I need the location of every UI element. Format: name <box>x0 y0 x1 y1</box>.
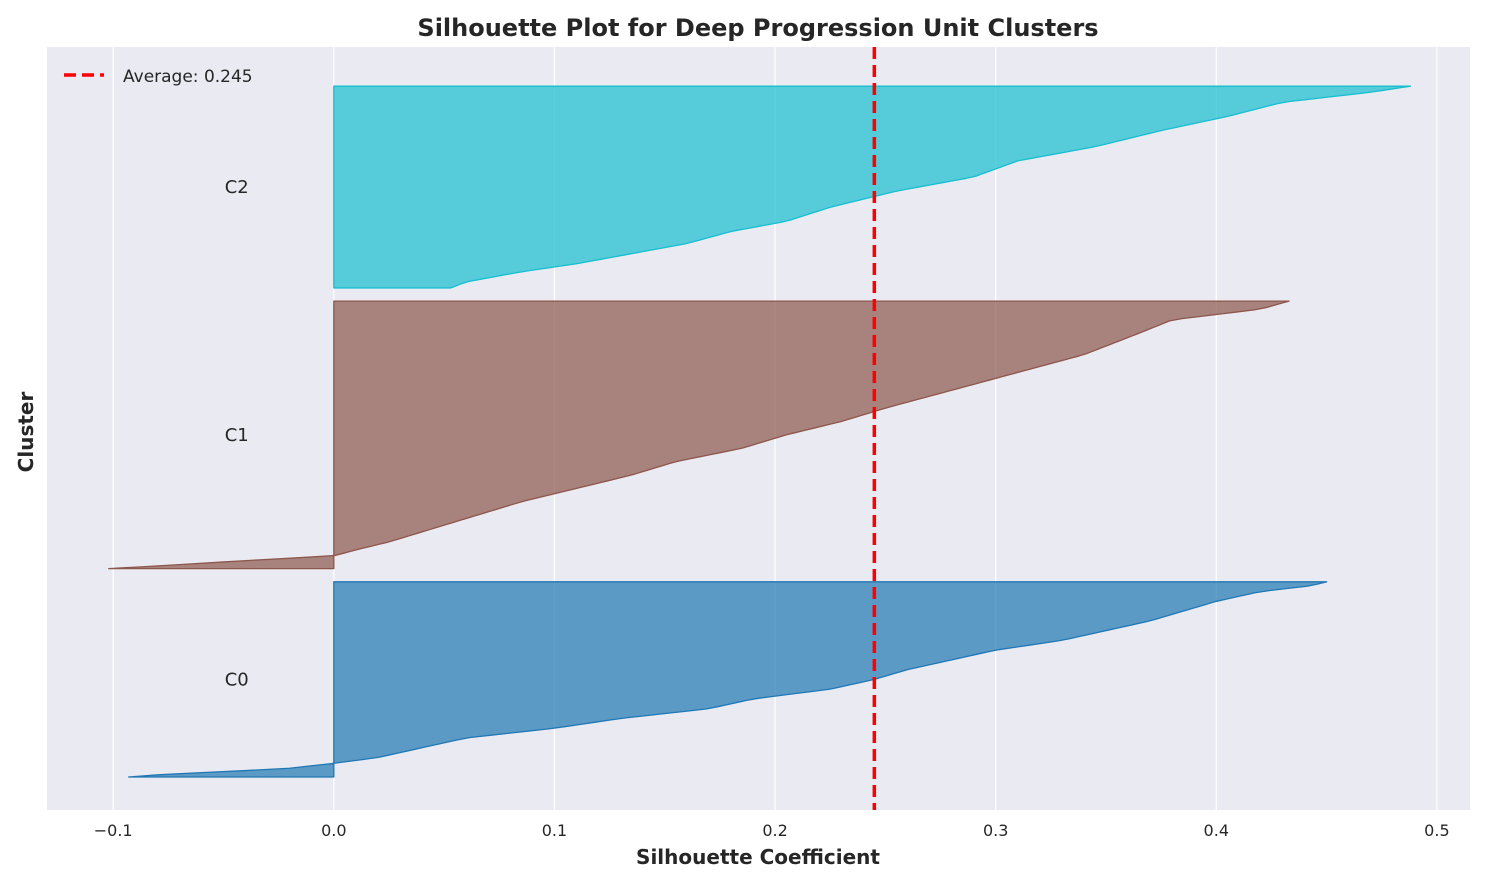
legend-average-label: Average: 0.245 <box>123 67 253 87</box>
x-tick-label: 0.4 <box>1204 821 1229 840</box>
cluster-label-layer: C0 C1 C2 <box>225 177 249 690</box>
series-layer <box>108 85 1412 778</box>
silhouette-area-c0 <box>127 581 1328 778</box>
x-tick-label: 0.5 <box>1424 821 1449 840</box>
silhouette-area-c1 <box>108 300 1290 570</box>
cluster-label-c0: C0 <box>225 669 249 690</box>
cluster-label-c1: C1 <box>225 425 249 446</box>
x-tick-label: −0.1 <box>94 821 133 840</box>
cluster-label-c2: C2 <box>225 177 249 198</box>
x-tick-label: 0.0 <box>321 821 346 840</box>
chart-title: Silhouette Plot for Deep Progression Uni… <box>417 14 1098 42</box>
x-tick-layer: −0.1 0.0 0.1 0.2 0.3 0.4 0.5 <box>94 821 1450 840</box>
x-tick-label: 0.2 <box>762 821 787 840</box>
x-axis-label: Silhouette Coefficient <box>636 845 880 869</box>
y-axis-label: Cluster <box>14 392 38 473</box>
legend: Average: 0.245 <box>64 67 253 87</box>
silhouette-area-c2 <box>333 85 1412 289</box>
x-tick-label: 0.3 <box>983 821 1008 840</box>
x-tick-label: 0.1 <box>542 821 567 840</box>
